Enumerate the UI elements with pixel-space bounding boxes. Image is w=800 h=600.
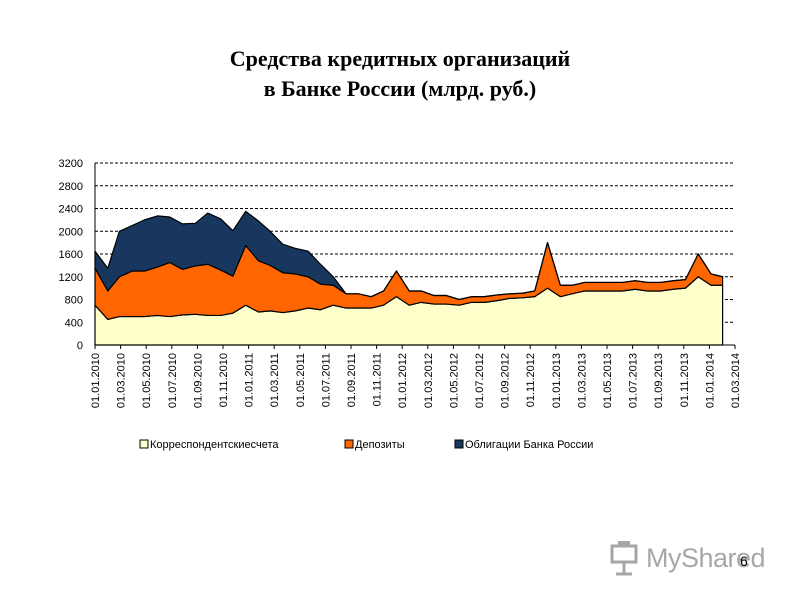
y-tick-label: 400 <box>65 317 83 329</box>
x-tick-label: 01.05.2010 <box>141 353 153 408</box>
chart-title-line-2: в Банке России (млрд. руб.) <box>263 76 537 101</box>
x-tick-label: 01.07.2011 <box>320 353 332 407</box>
x-tick-label: 01.03.2013 <box>576 353 588 408</box>
x-tick-label: 01.01.2010 <box>90 353 102 408</box>
x-tick-label: 01.09.2011 <box>346 353 358 407</box>
watermark-text: MyShared <box>646 543 766 573</box>
x-tick-label: 01.07.2013 <box>628 353 640 408</box>
y-tick-label: 2400 <box>59 204 83 216</box>
y-tick-label: 800 <box>65 295 83 307</box>
presentation-icon <box>610 541 638 576</box>
x-tick-label: 01.03.2011 <box>269 353 281 407</box>
x-tick-label: 01.09.2012 <box>500 353 512 408</box>
x-tick-label: 01.07.2010 <box>167 353 179 408</box>
x-tick-label: 01.11.2012 <box>525 353 537 407</box>
watermark-logo: MyShared <box>606 536 766 582</box>
y-tick-label: 1200 <box>59 272 83 284</box>
x-tick-label: 01.07.2012 <box>474 353 486 408</box>
y-tick-label: 2000 <box>59 226 83 238</box>
y-tick-label: 2800 <box>59 181 83 193</box>
x-tick-label: 01.01.2011 <box>244 353 256 407</box>
page-number: 6 <box>740 553 748 569</box>
x-tick-label: 01.11.2010 <box>218 353 230 407</box>
y-tick-label: 3200 <box>59 158 83 170</box>
x-tick-label: 01.01.2012 <box>397 353 409 408</box>
x-tick-label: 01.01.2014 <box>704 353 716 408</box>
x-tick-label: 01.03.2014 <box>730 353 742 408</box>
x-tick-label: 01.11.2011 <box>372 353 384 406</box>
legend-label: Облигации Банка России <box>465 439 593 451</box>
x-tick-label: 01.11.2013 <box>679 353 691 407</box>
x-tick-label: 01.03.2010 <box>116 353 128 408</box>
x-tick-label: 01.05.2011 <box>295 353 307 407</box>
chart-title: Средства кредитных организаций в Банке Р… <box>0 44 800 104</box>
y-tick-label: 0 <box>77 340 83 352</box>
legend-swatch <box>344 439 354 449</box>
legend-swatch <box>454 439 464 449</box>
area-bank-of-russia-bonds <box>94 210 724 301</box>
x-tick-label: 01.01.2013 <box>551 353 563 408</box>
x-tick-label: 01.09.2010 <box>192 353 204 408</box>
x-tick-label: 01.05.2013 <box>602 353 614 408</box>
legend-label: Депозиты <box>355 439 405 451</box>
x-tick-label: 01.09.2013 <box>653 353 665 408</box>
x-tick-label: 01.05.2012 <box>448 353 460 408</box>
legend-swatch <box>139 439 149 449</box>
x-tick-label: 01.03.2012 <box>423 353 435 408</box>
chart-title-line-1: Средства кредитных организаций <box>229 46 571 71</box>
y-tick-label: 1600 <box>59 249 83 261</box>
legend-label: Корреспондентскиесчета <box>150 439 279 451</box>
